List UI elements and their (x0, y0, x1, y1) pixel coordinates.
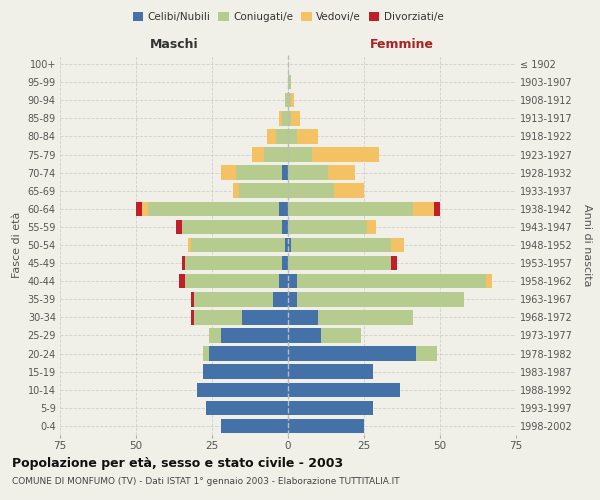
Bar (416, 346, 437, 361)
Bar (288, 166, 328, 180)
Y-axis label: Fasce di età: Fasce di età (12, 212, 22, 278)
Bar (282, 220, 288, 234)
Bar (136, 202, 142, 216)
Bar (191, 292, 194, 306)
Bar (391, 238, 404, 252)
Bar (203, 364, 288, 379)
Bar (176, 220, 182, 234)
Bar (485, 274, 491, 288)
Bar (319, 310, 413, 324)
Bar (297, 292, 464, 306)
Bar (267, 129, 276, 144)
Bar (221, 328, 288, 342)
Bar (434, 202, 440, 216)
Bar (239, 184, 288, 198)
Bar (279, 111, 282, 126)
Bar (291, 93, 294, 108)
Bar (182, 256, 185, 270)
Bar (367, 220, 376, 234)
Bar (185, 256, 282, 270)
Bar (273, 292, 288, 306)
Bar (191, 238, 285, 252)
Bar (209, 346, 288, 361)
Bar (297, 274, 485, 288)
Bar (148, 202, 279, 216)
Legend: Celibi/Nubili, Coniugati/e, Vedovi/e, Divorziati/e: Celibi/Nubili, Coniugati/e, Vedovi/e, Di… (128, 8, 448, 26)
Bar (221, 166, 236, 180)
Bar (288, 148, 313, 162)
Bar (194, 292, 273, 306)
Bar (197, 382, 288, 397)
Bar (209, 328, 221, 342)
Bar (297, 129, 319, 144)
Bar (288, 400, 373, 415)
Bar (279, 202, 288, 216)
Bar (282, 166, 288, 180)
Text: Maschi: Maschi (149, 38, 199, 52)
Text: COMUNE DI MONFUMO (TV) - Dati ISTAT 1° gennaio 2003 - Elaborazione TUTTITALIA.IT: COMUNE DI MONFUMO (TV) - Dati ISTAT 1° g… (12, 478, 400, 486)
Bar (313, 148, 379, 162)
Bar (185, 274, 279, 288)
Bar (276, 129, 288, 144)
Bar (288, 129, 297, 144)
Bar (322, 328, 361, 342)
Bar (288, 202, 413, 216)
Bar (191, 310, 194, 324)
Bar (206, 400, 288, 415)
Bar (288, 274, 297, 288)
Bar (282, 256, 288, 270)
Bar (288, 256, 391, 270)
Bar (291, 111, 300, 126)
Y-axis label: Anni di nascita: Anni di nascita (583, 204, 592, 286)
Bar (288, 93, 291, 108)
Bar (188, 238, 191, 252)
Bar (285, 238, 288, 252)
Text: Femmine: Femmine (370, 38, 434, 52)
Bar (279, 274, 288, 288)
Bar (391, 256, 397, 270)
Bar (288, 238, 291, 252)
Bar (288, 418, 364, 433)
Bar (282, 111, 288, 126)
Bar (285, 93, 288, 108)
Bar (288, 292, 297, 306)
Bar (263, 148, 288, 162)
Bar (288, 111, 291, 126)
Bar (288, 328, 322, 342)
Bar (236, 166, 282, 180)
Bar (242, 310, 288, 324)
Bar (251, 148, 263, 162)
Bar (182, 220, 282, 234)
Bar (221, 418, 288, 433)
Bar (288, 184, 334, 198)
Text: Popolazione per età, sesso e stato civile - 2003: Popolazione per età, sesso e stato civil… (12, 458, 343, 470)
Bar (288, 310, 319, 324)
Bar (233, 184, 239, 198)
Bar (288, 220, 367, 234)
Bar (413, 202, 434, 216)
Bar (288, 346, 416, 361)
Bar (179, 274, 185, 288)
Bar (328, 166, 355, 180)
Bar (203, 346, 209, 361)
Bar (288, 364, 373, 379)
Bar (142, 202, 148, 216)
Bar (194, 310, 242, 324)
Bar (288, 382, 400, 397)
Bar (291, 238, 391, 252)
Bar (288, 75, 291, 90)
Bar (334, 184, 364, 198)
